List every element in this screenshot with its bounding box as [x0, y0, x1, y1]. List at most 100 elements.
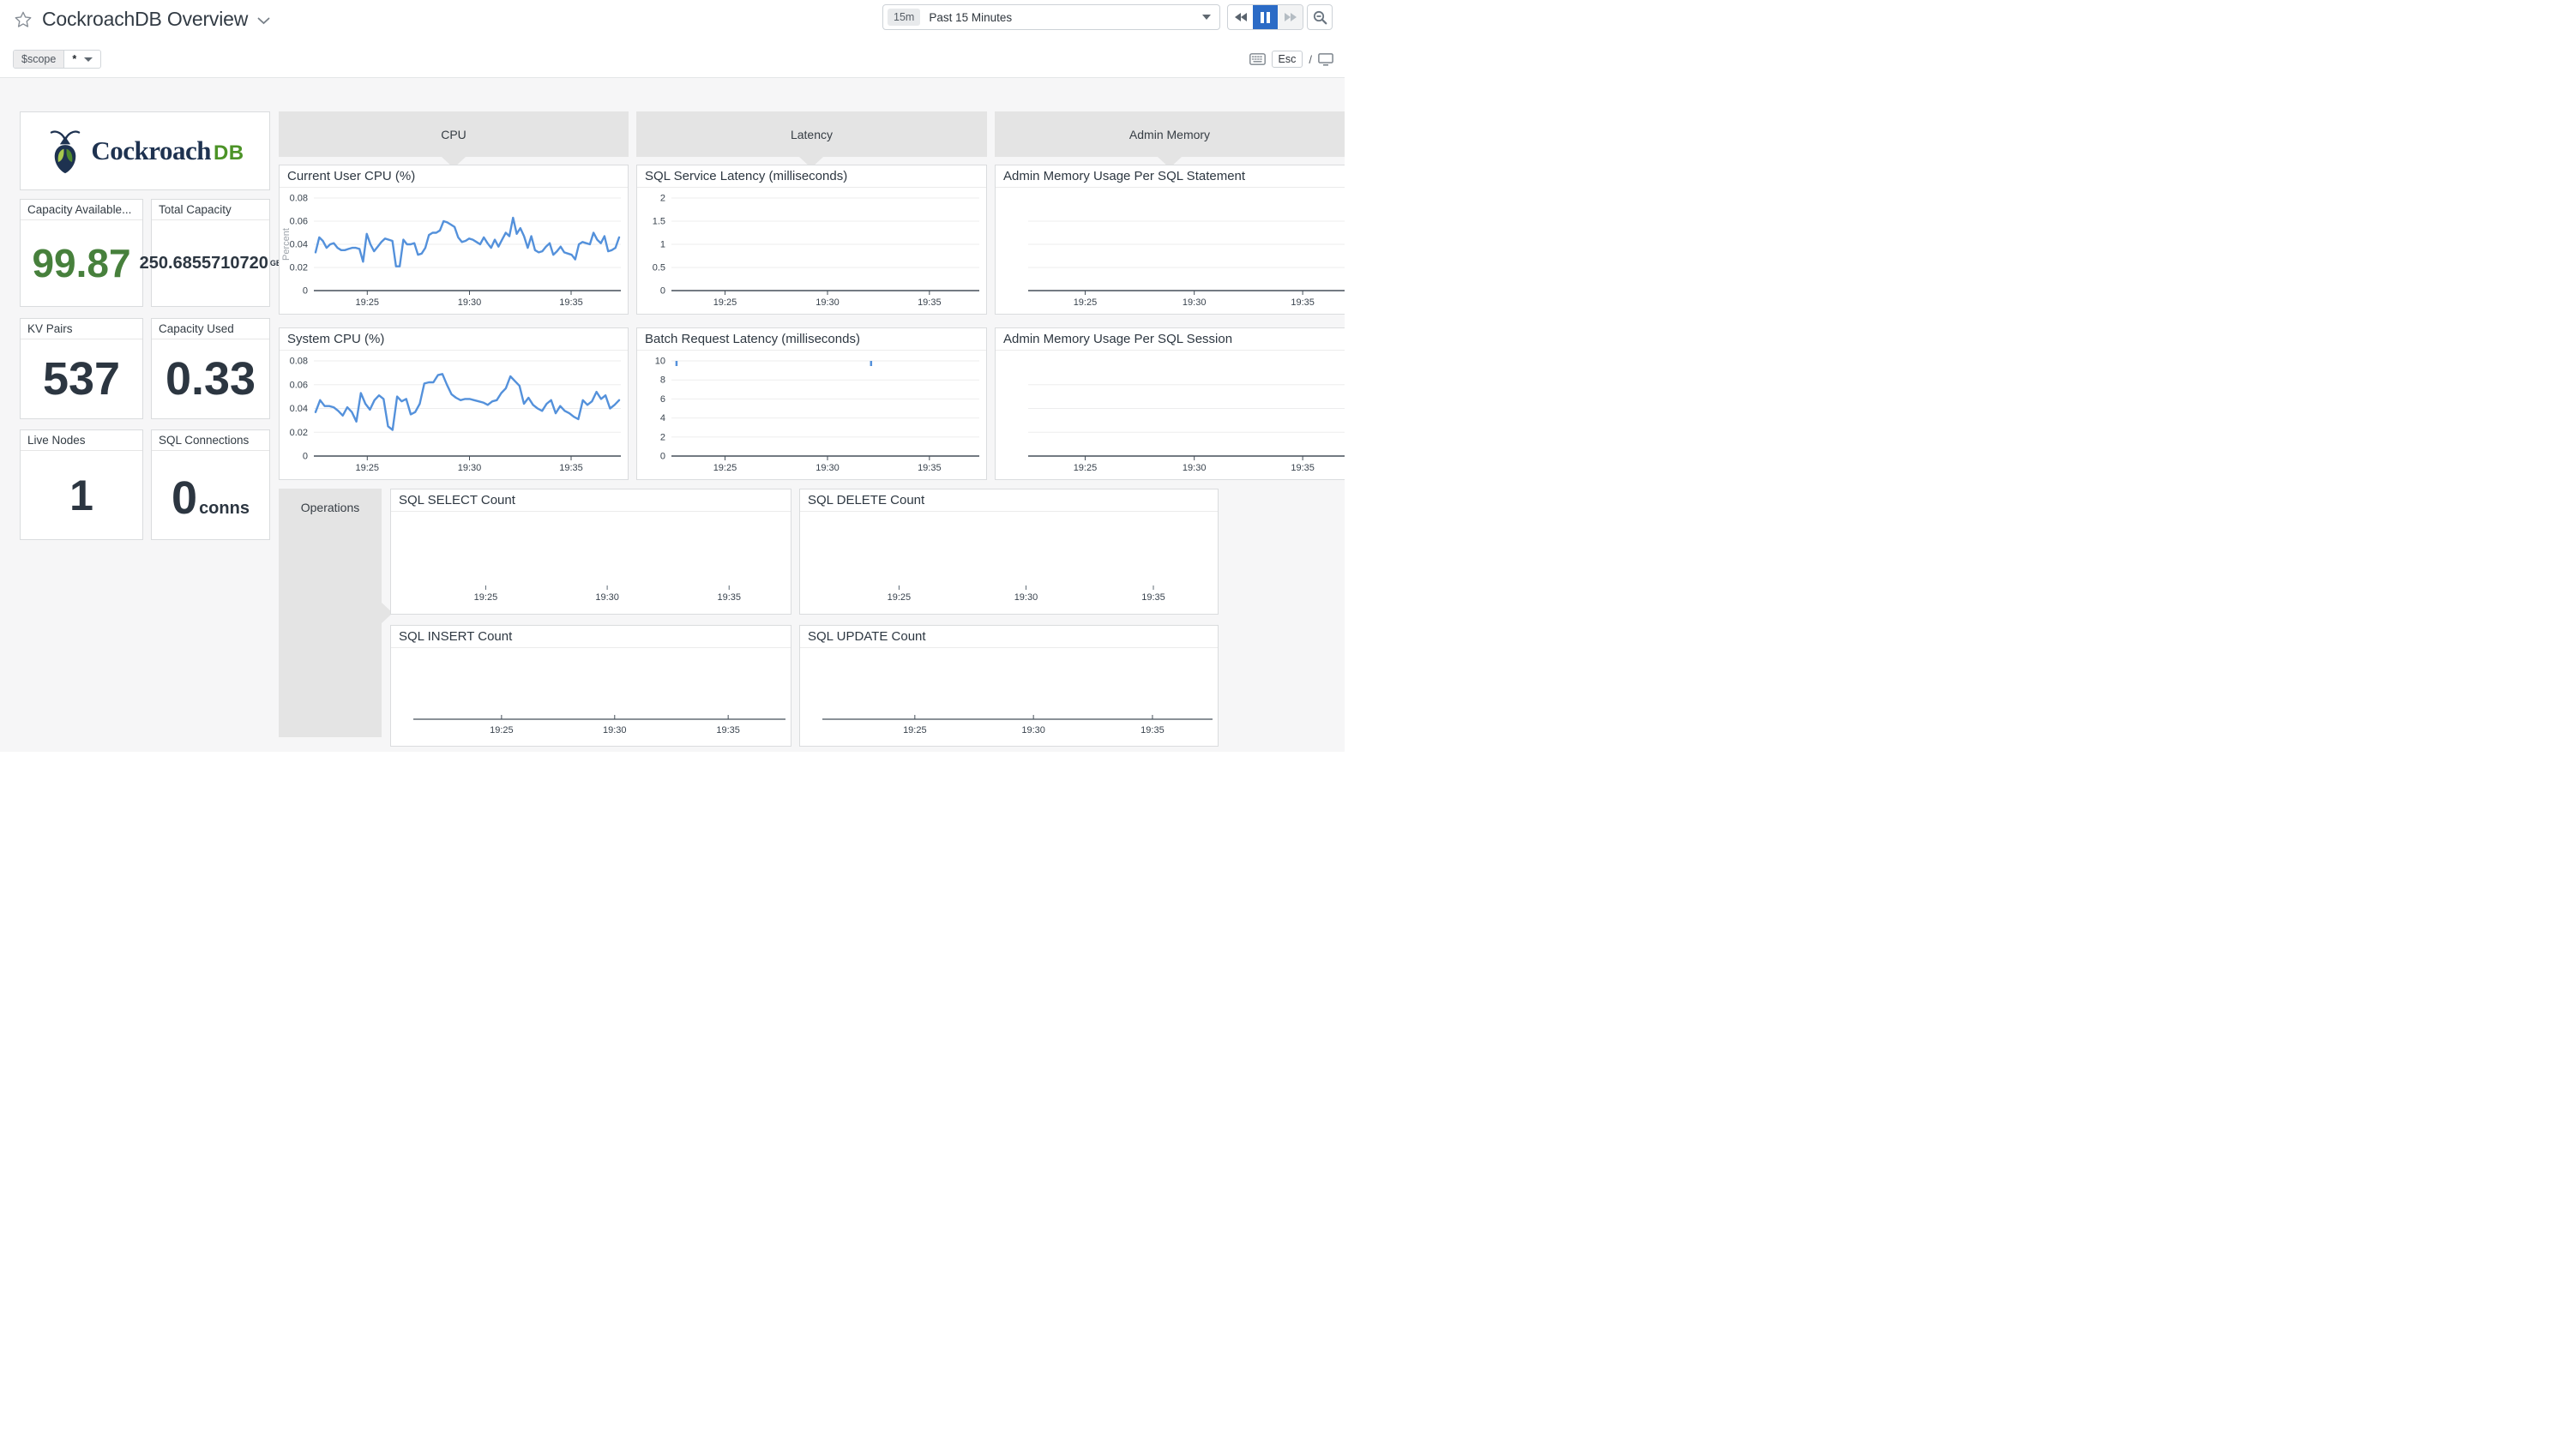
group-header-cpu[interactable]: CPU — [279, 111, 629, 157]
stat-capacity-available[interactable]: Capacity Available... 99.87 — [20, 199, 143, 307]
svg-text:19:30: 19:30 — [458, 463, 482, 473]
header-divider — [0, 77, 1345, 78]
chart-title: SQL DELETE Count — [800, 489, 1218, 512]
rewind-button[interactable] — [1228, 5, 1253, 29]
svg-text:19:35: 19:35 — [1141, 592, 1165, 603]
zoom-out-button[interactable] — [1307, 4, 1333, 30]
svg-text:19:30: 19:30 — [816, 297, 840, 308]
keyboard-icon[interactable] — [1249, 53, 1266, 65]
esc-key-hint[interactable]: Esc — [1271, 51, 1303, 68]
stat-total-capacity[interactable]: Total Capacity 250.6855710720 GB — [140, 199, 281, 307]
chart-plot-area: 0 0.5 1 1.5 2 19:25 19:30 19:35 — [637, 188, 986, 314]
group-label: Operations — [300, 501, 360, 514]
chart-plot-area: 0 2 4 6 8 10 19:25 19:30 19:35 — [637, 351, 986, 479]
svg-text:19:25: 19:25 — [490, 725, 514, 736]
chart-admin-memory-per-sql-session[interactable]: Admin Memory Usage Per SQL Session 19:25… — [995, 327, 1345, 480]
dashboard-page: CockroachDB Overview 15m Past 15 Minutes… — [0, 0, 1345, 752]
chart-title: Admin Memory Usage Per SQL Statement — [996, 165, 1345, 188]
svg-text:0.02: 0.02 — [290, 428, 308, 438]
svg-text:19:25: 19:25 — [474, 592, 498, 603]
stat-value: 1 — [69, 471, 93, 519]
pause-icon — [1261, 11, 1270, 23]
time-range-picker[interactable]: 15m Past 15 Minutes — [882, 4, 1220, 30]
logo-wordmark: Cockroach — [91, 135, 211, 165]
svg-text:19:35: 19:35 — [559, 297, 583, 308]
svg-text:0.08: 0.08 — [290, 194, 308, 204]
svg-text:0.02: 0.02 — [290, 263, 308, 273]
group-label: Latency — [790, 127, 834, 141]
stat-value: 537 — [42, 353, 121, 405]
chart-title: Admin Memory Usage Per SQL Session — [996, 328, 1345, 351]
chart-system-cpu[interactable]: System CPU (%) 0 0.02 0.04 0.06 0.08 19:25 19:… — [279, 327, 629, 480]
svg-text:19:25: 19:25 — [356, 297, 380, 308]
chart-title: SQL SELECT Count — [391, 489, 791, 512]
svg-text:10: 10 — [655, 357, 665, 367]
pause-button[interactable] — [1253, 5, 1278, 29]
chart-sql-update-count[interactable]: SQL UPDATE Count 19:25 19:30 19:35 — [799, 625, 1219, 747]
stat-value: 250.6855710720 — [139, 254, 268, 273]
group-header-admin-memory[interactable]: Admin Memory — [995, 111, 1345, 157]
chevron-down-icon[interactable] — [257, 17, 270, 25]
svg-text:19:25: 19:25 — [888, 592, 912, 603]
svg-text:19:35: 19:35 — [717, 592, 741, 603]
page-title: CockroachDB Overview — [42, 8, 249, 30]
svg-text:19:35: 19:35 — [1291, 463, 1315, 473]
svg-text:0.06: 0.06 — [290, 380, 308, 390]
chart-plot-area: 19:25 19:30 19:35 — [996, 351, 1345, 479]
stat-value: 0.33 — [165, 353, 256, 405]
stat-unit: conns — [199, 499, 250, 518]
stat-sql-connections[interactable]: SQL Connections 0 conns — [151, 429, 270, 540]
stat-live-nodes[interactable]: Live Nodes 1 — [20, 429, 143, 540]
svg-text:19:25: 19:25 — [1074, 463, 1098, 473]
group-header-latency[interactable]: Latency — [636, 111, 987, 157]
svg-text:19:35: 19:35 — [559, 463, 583, 473]
svg-text:19:30: 19:30 — [1183, 463, 1207, 473]
stat-value: 99.87 — [32, 241, 131, 285]
chart-sql-delete-count[interactable]: SQL DELETE Count 19:25 19:30 19:35 — [799, 489, 1219, 615]
chart-sql-service-latency[interactable]: SQL Service Latency (milliseconds) 0 0.5 1… — [636, 165, 987, 315]
chart-title: Batch Request Latency (milliseconds) — [637, 328, 986, 351]
svg-text:19:30: 19:30 — [603, 725, 627, 736]
stat-capacity-used[interactable]: Capacity Used 0.33 — [151, 318, 270, 419]
svg-text:2: 2 — [660, 432, 665, 442]
svg-text:1: 1 — [660, 240, 665, 250]
playback-controls — [1227, 4, 1303, 30]
svg-text:19:35: 19:35 — [918, 297, 942, 308]
stat-title: Total Capacity — [152, 200, 269, 220]
svg-text:19:35: 19:35 — [918, 463, 942, 473]
chart-plot-area: 19:25 19:30 19:35 — [391, 512, 791, 614]
chart-plot-area: 0 0.02 0.04 0.06 0.08 19:25 19:30 19:35 Percent — [280, 188, 628, 314]
monitor-icon[interactable] — [1318, 52, 1333, 66]
chart-batch-request-latency[interactable]: Batch Request Latency (milliseconds) 0 2 4… — [636, 327, 987, 480]
svg-text:19:25: 19:25 — [1074, 297, 1098, 308]
svg-text:0.08: 0.08 — [290, 357, 308, 367]
svg-text:19:25: 19:25 — [713, 463, 737, 473]
scope-value-select[interactable]: * — [64, 51, 100, 68]
svg-text:19:25: 19:25 — [713, 297, 737, 308]
svg-text:19:30: 19:30 — [458, 297, 482, 308]
cockroachdb-logo-widget[interactable]: Cockroach DB — [20, 111, 270, 190]
chart-plot-area: 0 0.02 0.04 0.06 0.08 19:25 19:30 19:35 — [280, 351, 628, 479]
chart-current-user-cpu[interactable]: Current User CPU (%) 0 0.02 0.04 0.06 0.08 19… — [279, 165, 629, 315]
svg-text:0: 0 — [303, 452, 308, 462]
stat-kv-pairs[interactable]: KV Pairs 537 — [20, 318, 143, 419]
time-range-badge: 15m — [888, 9, 921, 26]
svg-text:Percent: Percent — [281, 228, 292, 261]
chart-sql-insert-count[interactable]: SQL INSERT Count 19:25 19:30 19:35 — [390, 625, 791, 747]
chart-admin-memory-per-sql-statement[interactable]: Admin Memory Usage Per SQL Statement 19:… — [995, 165, 1345, 315]
svg-text:0.04: 0.04 — [290, 240, 308, 250]
stat-unit: GB — [269, 259, 282, 267]
scope-template-variable[interactable]: $scope * — [13, 50, 102, 69]
group-header-operations[interactable]: Operations — [279, 489, 382, 737]
svg-text:4: 4 — [660, 413, 665, 423]
chart-title: SQL INSERT Count — [391, 626, 791, 648]
svg-text:0: 0 — [660, 452, 665, 462]
chart-sql-select-count[interactable]: SQL SELECT Count 19:25 19:30 19:35 — [390, 489, 791, 615]
svg-text:0.06: 0.06 — [290, 217, 308, 227]
svg-text:19:30: 19:30 — [816, 463, 840, 473]
fast-forward-button[interactable] — [1278, 5, 1303, 29]
time-range-label: Past 15 Minutes — [929, 10, 1013, 24]
chart-title: System CPU (%) — [280, 328, 628, 351]
stat-value: 0 — [172, 472, 198, 524]
star-icon[interactable] — [14, 10, 33, 29]
